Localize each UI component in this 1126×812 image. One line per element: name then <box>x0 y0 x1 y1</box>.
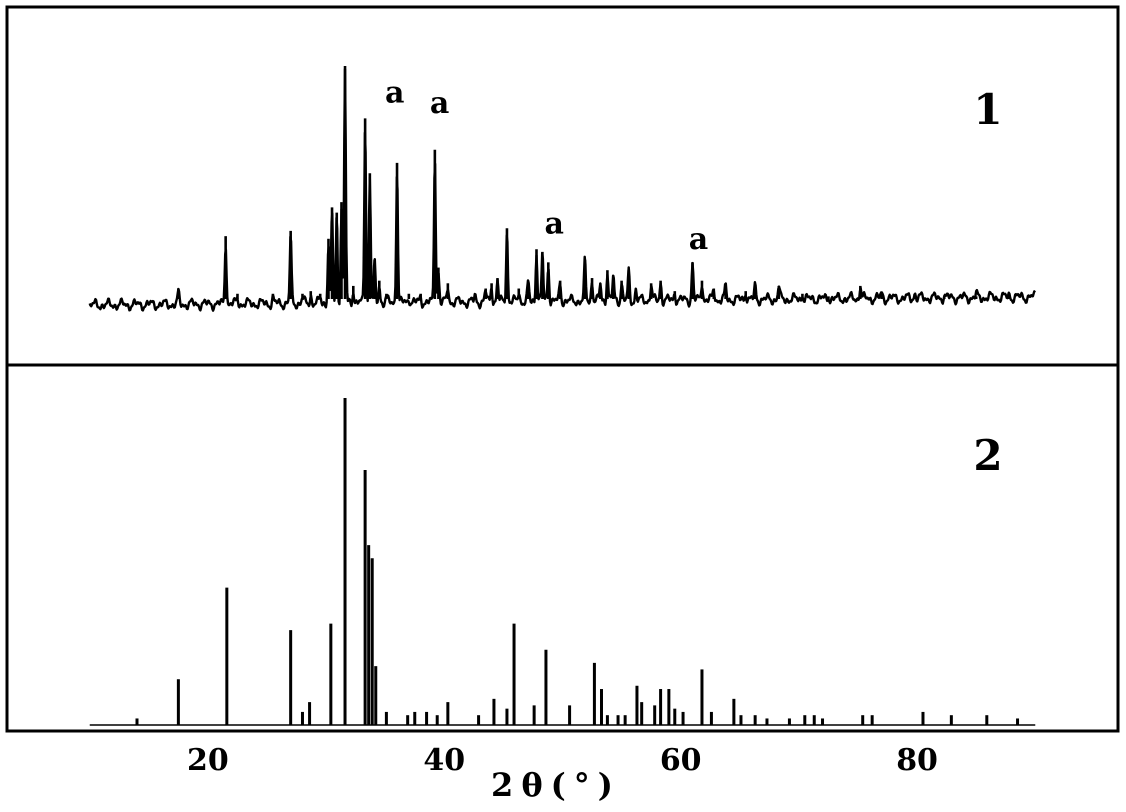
x-tick-label: 80 <box>896 743 938 778</box>
panel-1-frame <box>7 7 1118 365</box>
panel-1-label: 1 <box>973 85 1002 134</box>
x-tick-label: 20 <box>187 743 229 778</box>
panel-2-plot <box>90 398 1036 725</box>
x-tick-label: 60 <box>660 743 702 778</box>
x-axis-label: 2θ(°) <box>491 766 621 804</box>
peak-annotation-a: a <box>385 76 404 111</box>
panel-2-frame <box>7 365 1118 731</box>
panel-1-series-line <box>90 69 1035 311</box>
peak-annotation-a: a <box>689 222 708 257</box>
peak-annotation-a: a <box>430 86 449 121</box>
panel-1-plot: aaaa <box>90 66 1035 311</box>
peak-annotation-a: a <box>545 207 564 242</box>
panel-2-label: 2 <box>973 431 1002 480</box>
x-tick-label: 40 <box>423 743 465 778</box>
